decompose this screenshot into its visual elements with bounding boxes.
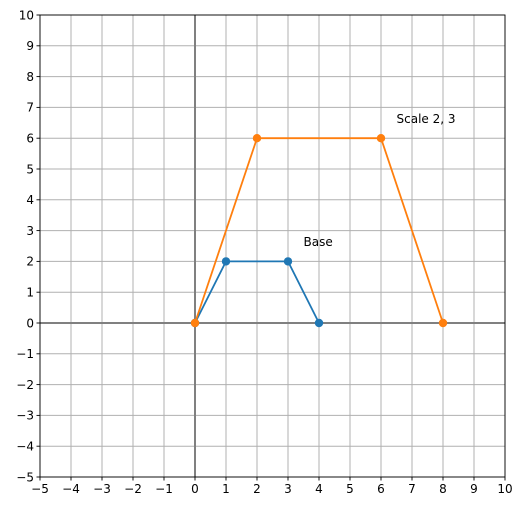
annotation-1: Scale 2, 3 (397, 112, 456, 126)
x-tick-label: 0 (191, 482, 199, 496)
y-tick-label: 1 (26, 286, 34, 300)
y-tick-label: −4 (16, 440, 34, 454)
x-tick-label: −3 (93, 482, 111, 496)
annotation-0: Base (304, 235, 333, 249)
x-tick-label: 5 (346, 482, 354, 496)
y-tick-label: 2 (26, 255, 34, 269)
y-tick-label: −2 (16, 378, 34, 392)
plot-border (39, 14, 506, 478)
x-tick-label: 3 (284, 482, 292, 496)
x-tick-label: 4 (315, 482, 323, 496)
y-tick-label: 6 (26, 132, 34, 146)
series-point-1 (252, 134, 262, 143)
series-point-1 (190, 318, 200, 328)
series-point-1 (438, 318, 448, 328)
annotations: Base Scale 2, 3 (304, 112, 456, 249)
series-line-1 (194, 137, 444, 324)
x-tick-label: −2 (124, 482, 142, 496)
x-tick-label: 6 (377, 482, 385, 496)
y-tick-label: 3 (26, 224, 34, 238)
zero-axes (40, 15, 505, 477)
grid (39, 14, 506, 478)
x-tick-label: −4 (62, 482, 80, 496)
y-tick-label: −1 (16, 347, 34, 361)
y-tick-label: 4 (26, 193, 34, 207)
y-tick-label: 0 (26, 316, 34, 330)
series-line-0 (194, 260, 320, 324)
x-tick-label: 8 (439, 482, 447, 496)
x-tick-label: 1 (222, 482, 230, 496)
series-point-0 (221, 257, 231, 266)
x-tick-label: 7 (408, 482, 416, 496)
y-tick-label: −3 (16, 409, 34, 423)
x-tick-label: −5 (31, 482, 49, 496)
x-tick-label: 9 (470, 482, 478, 496)
y-tick-label: 7 (26, 101, 34, 115)
y-tick-label: −5 (16, 470, 34, 484)
x-tick-label: −1 (155, 482, 173, 496)
plot-frame (36, 14, 506, 481)
series-point-0 (314, 318, 324, 328)
y-tick-label: 5 (26, 162, 34, 176)
series-layer (190, 134, 448, 328)
series-point-0 (283, 257, 293, 266)
y-tick-label: 8 (26, 70, 34, 84)
x-tick-label: 2 (253, 482, 261, 496)
y-tick-label: 10 (19, 8, 34, 22)
series-point-1 (376, 134, 386, 143)
tick-labels: −5 −4 −3 −2 −1 0 1 2 3 4 5 6 7 8 9 10 −5 −4 −3 −2 −1 0 1 2 3 4 5 6 7… (16, 8, 512, 496)
x-tick-label: 10 (497, 482, 512, 496)
y-tick-label: 9 (26, 39, 34, 53)
